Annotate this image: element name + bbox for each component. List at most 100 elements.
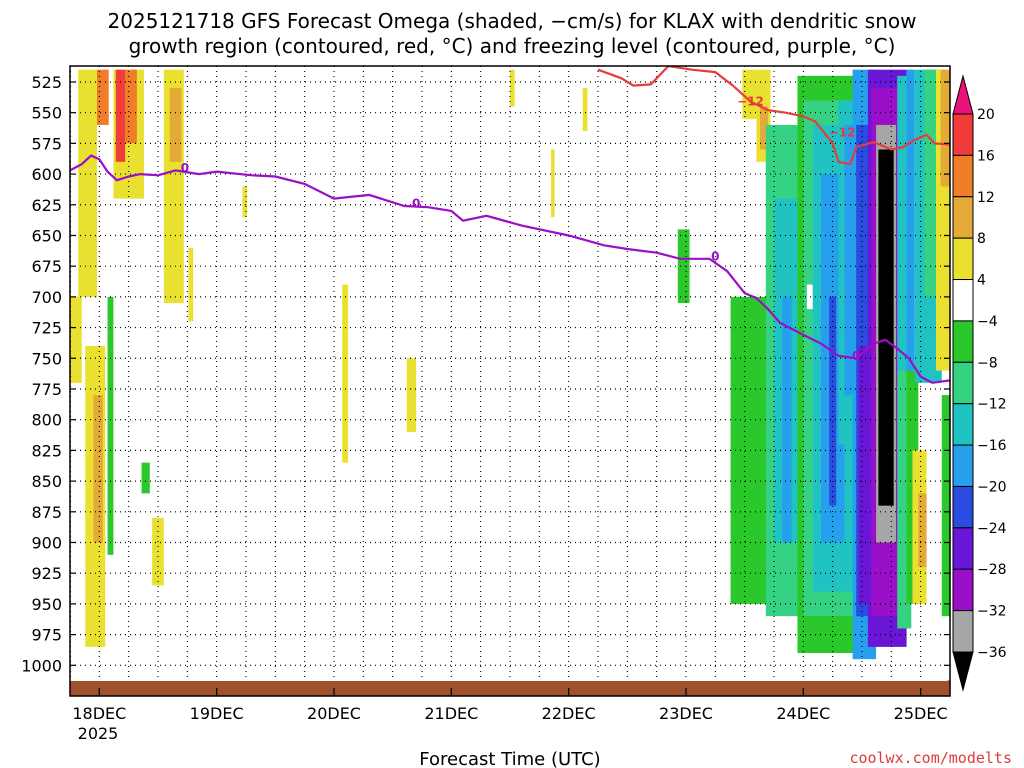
freezing-level-contour-label-0: 0 xyxy=(181,161,189,175)
omega-cell-4 xyxy=(93,395,103,543)
y-tick-label-775: 775 xyxy=(31,380,62,399)
omega-cell-34 xyxy=(844,124,857,396)
colorbar: 20 16 12 8 4 −4 −8 −12 −16 −20 −24 −28 −32 −36 xyxy=(952,74,1007,692)
omega-cell-13 xyxy=(188,247,194,322)
dendritic-contour xyxy=(597,66,950,166)
colorbar-band-5 xyxy=(952,279,974,322)
y-tick-label-925: 925 xyxy=(31,564,62,583)
omega-cell-7 xyxy=(115,69,126,162)
y-tick-label-975: 975 xyxy=(31,626,62,645)
omega-cell-23 xyxy=(759,106,769,150)
y-tick-label-650: 650 xyxy=(31,226,62,245)
omega-cell-1 xyxy=(78,69,97,297)
x-tick-label-24DEC: 24DEC xyxy=(776,704,830,723)
colorbar-bottom-triangle xyxy=(952,651,974,692)
terrain xyxy=(70,680,950,696)
x-axis: 18DEC 19DEC 20DEC 21DEC 22DEC 23DEC 24DEC 25DEC xyxy=(72,688,948,723)
x-tick-label-25DEC: 25DEC xyxy=(894,704,948,723)
colorbar-label-8: −16 xyxy=(977,438,1007,454)
omega-cell-0 xyxy=(70,296,82,383)
colorbar-label-9: −20 xyxy=(977,479,1007,495)
x-tick-label-22DEC: 22DEC xyxy=(542,704,596,723)
chart-title: 2025121718 GFS Forecast Omega (shaded, −… xyxy=(108,9,917,58)
colorbar-band-10 xyxy=(952,485,974,529)
colorbar-band-13 xyxy=(952,610,974,653)
colorbar-band-4 xyxy=(952,237,974,281)
colorbar-label-11: −28 xyxy=(977,562,1007,578)
x-tick-label-21DEC: 21DEC xyxy=(424,704,478,723)
omega-cell-52 xyxy=(941,395,950,617)
x-tick-label-23DEC: 23DEC xyxy=(659,704,713,723)
y-axis: 525 550 575 600 625 650 675 700 725 750 775 800 825 8… xyxy=(21,73,950,675)
omega-cell-27 xyxy=(782,296,792,543)
grid-lines xyxy=(70,66,950,696)
colorbar-label-6: −8 xyxy=(977,355,998,371)
colorbar-band-7 xyxy=(952,361,974,405)
omega-cell-5 xyxy=(107,296,114,555)
colorbar-top-triangle xyxy=(952,74,974,115)
y-tick-label-675: 675 xyxy=(31,257,62,276)
x-axis-year: 2025 xyxy=(78,724,119,743)
y-tick-label-875: 875 xyxy=(31,503,62,522)
y-tick-label-850: 850 xyxy=(31,472,62,491)
x-axis-title: Forecast Time (UTC) xyxy=(419,749,600,768)
omega-cell-16 xyxy=(406,358,417,432)
y-tick-label-625: 625 xyxy=(31,196,62,215)
colorbar-label-3: 8 xyxy=(977,231,986,247)
x-tick-label-18DEC: 18DEC xyxy=(72,704,126,723)
colorbar-label-13: −36 xyxy=(977,645,1007,661)
freezing-level-contour-label-2: 0 xyxy=(711,249,719,263)
colorbar-band-9 xyxy=(952,444,974,487)
omega-cell-12 xyxy=(169,88,182,162)
freezing-level-contour xyxy=(70,154,950,384)
y-tick-label-800: 800 xyxy=(31,411,62,430)
colorbar-label-2: 12 xyxy=(977,190,995,206)
colorbar-label-4: 4 xyxy=(977,273,986,289)
y-tick-label-900: 900 xyxy=(31,533,62,552)
omega-cell-14 xyxy=(242,186,248,218)
colorbar-band-6 xyxy=(952,320,974,363)
title-line-2: growth region (contoured, red, °C) and f… xyxy=(129,34,896,58)
omega-cell-53 xyxy=(806,284,813,310)
colorbar-band-12 xyxy=(952,568,974,612)
colorbar-label-10: −24 xyxy=(977,521,1007,537)
omega-cell-15 xyxy=(342,284,349,463)
omega-cell-18 xyxy=(551,149,555,218)
y-tick-label-725: 725 xyxy=(31,319,62,338)
title-line-1: 2025121718 GFS Forecast Omega (shaded, −… xyxy=(108,9,917,33)
terrain-band xyxy=(70,680,950,696)
y-tick-label-750: 750 xyxy=(31,349,62,368)
y-tick-label-950: 950 xyxy=(31,595,62,614)
omega-cell-17 xyxy=(510,69,515,107)
colorbar-band-8 xyxy=(952,403,974,446)
dendritic-contour-label-0: −12 xyxy=(737,95,764,109)
y-tick-label-550: 550 xyxy=(31,104,62,123)
omega-cell-9 xyxy=(141,462,150,494)
colorbar-label-5: −4 xyxy=(977,314,998,330)
colorbar-band-3 xyxy=(952,196,974,239)
omega-cell-19 xyxy=(582,88,588,132)
contours: 0 0 0 0 −12 −12 xyxy=(70,66,950,384)
colorbar-label-12: −32 xyxy=(977,604,1007,620)
y-tick-label-825: 825 xyxy=(31,441,62,460)
dendritic-contour-label-1: −12 xyxy=(829,125,856,139)
colorbar-band-11 xyxy=(952,527,974,570)
freezing-level-contour-label-1: 0 xyxy=(412,197,420,211)
colorbar-band-1 xyxy=(952,113,974,156)
omega-cell-41 xyxy=(878,149,894,506)
y-tick-label-575: 575 xyxy=(31,134,62,153)
omega-cell-44 xyxy=(906,69,915,371)
colorbar-band-2 xyxy=(952,154,974,198)
omega-cell-8 xyxy=(125,69,137,144)
omega-cell-2 xyxy=(96,69,109,125)
y-tick-label-600: 600 xyxy=(31,165,62,184)
omega-cell-20 xyxy=(677,229,690,304)
credit-text: coolwx.com/modelts xyxy=(849,749,1012,767)
freezing-level-contour-label-3: 0 xyxy=(852,349,860,363)
colorbar-label-1: 16 xyxy=(977,148,995,164)
colorbar-label-7: −12 xyxy=(977,397,1007,413)
omega-cell-51 xyxy=(940,69,950,187)
y-tick-label-700: 700 xyxy=(31,288,62,307)
y-tick-label-525: 525 xyxy=(31,73,62,92)
